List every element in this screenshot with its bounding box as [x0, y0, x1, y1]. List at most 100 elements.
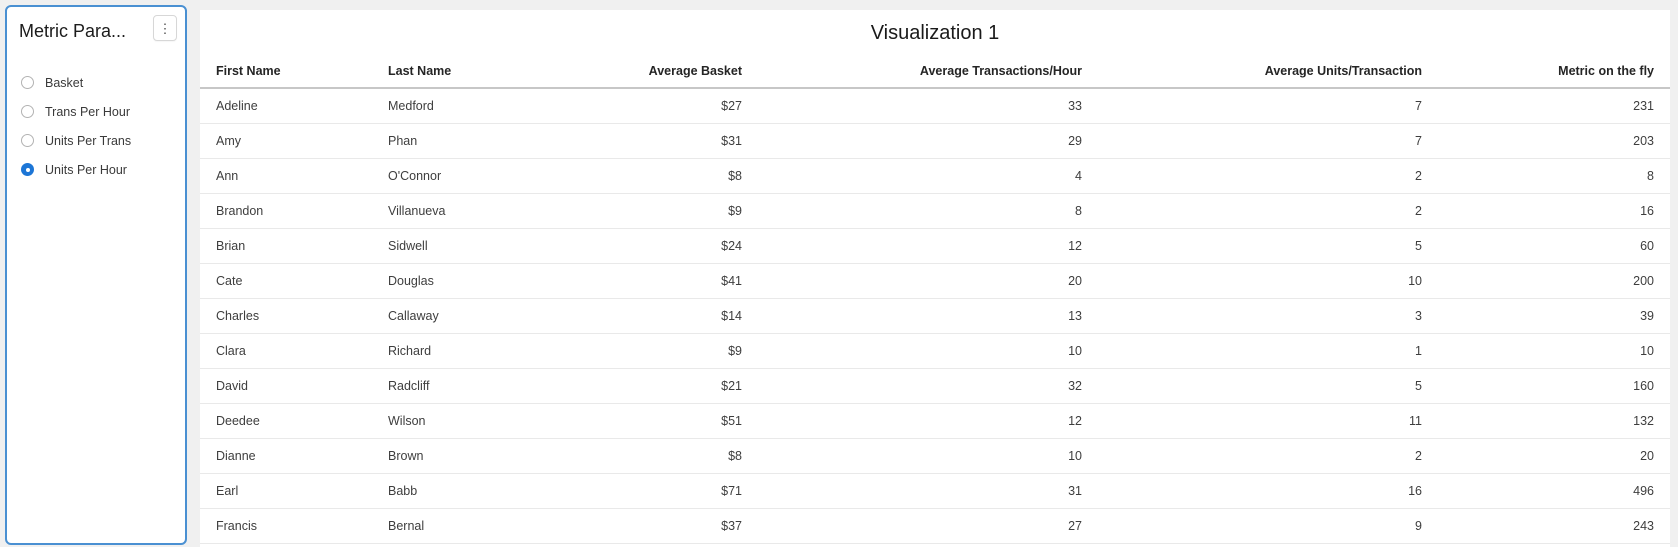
table-cell: 12 [758, 228, 1098, 264]
table-cell: 160 [1438, 368, 1670, 404]
column-header-last-name[interactable]: Last Name [372, 55, 558, 89]
table-cell: $8 [558, 438, 758, 474]
table-cell: Douglas [372, 263, 558, 299]
radio-option-units-per-hour[interactable]: Units Per Hour [21, 155, 185, 184]
table-cell: 4 [758, 158, 1098, 194]
table-cell: Brown [372, 438, 558, 474]
table-cell: Adeline [200, 88, 372, 124]
column-header-average-basket[interactable]: Average Basket [558, 55, 758, 89]
table-cell: 10 [1438, 333, 1670, 369]
table-cell: 29 [758, 123, 1098, 159]
table-row: Brandon Villanueva $9 8 2 16 [200, 193, 1670, 229]
radio-option-label: Units Per Hour [45, 162, 127, 177]
table-cell: $14 [558, 298, 758, 334]
table-cell: 3 [1098, 298, 1438, 334]
table-cell: 1 [1098, 333, 1438, 369]
table-row: Adeline Medford $27 33 7 231 [200, 88, 1670, 124]
table-cell: $51 [558, 403, 758, 439]
table-cell: 8 [758, 193, 1098, 229]
table-row: Ann O'Connor $8 4 2 8 [200, 158, 1670, 194]
table-row: Earl Babb $71 31 16 496 [200, 473, 1670, 509]
table-cell: Brandon [200, 193, 372, 229]
table-cell: 231 [1438, 88, 1670, 124]
table-cell: 496 [1438, 473, 1670, 509]
table-cell: $27 [558, 88, 758, 124]
table-cell: 2 [1098, 158, 1438, 194]
table-cell: Radcliff [372, 368, 558, 404]
table-cell: 5 [1098, 368, 1438, 404]
table-cell: Medford [372, 88, 558, 124]
table-cell: $24 [558, 228, 758, 264]
table-cell: Richard [372, 333, 558, 369]
radio-selected-icon[interactable] [21, 163, 34, 176]
table-cell: Bernal [372, 508, 558, 544]
column-header-metric-on-the-fly[interactable]: Metric on the fly [1438, 55, 1670, 89]
table-cell: Wilson [372, 403, 558, 439]
table-cell: 8 [1438, 158, 1670, 194]
radio-option-units-per-trans[interactable]: Units Per Trans [21, 126, 185, 155]
table-cell: Cate [200, 263, 372, 299]
table-cell: Villanueva [372, 193, 558, 229]
radio-unselected-icon[interactable] [21, 76, 34, 89]
table-row: Brian Sidwell $24 12 5 60 [200, 228, 1670, 264]
column-header-average-units-transaction[interactable]: Average Units/Transaction [1098, 55, 1438, 89]
table-row: Clara Richard $9 10 1 10 [200, 333, 1670, 369]
table-cell: 10 [1098, 263, 1438, 299]
metric-parameter-panel: Metric Para... ⋮ Basket Trans Per Hour Uni… [5, 5, 187, 545]
table-cell: Brian [200, 228, 372, 264]
table-cell: 5 [1098, 228, 1438, 264]
column-header-average-transactions-hour[interactable]: Average Transactions/Hour [758, 55, 1098, 89]
table-cell: Earl [200, 473, 372, 509]
table-cell: 20 [1438, 438, 1670, 474]
table-cell: $37 [558, 508, 758, 544]
table-cell: Francis [200, 508, 372, 544]
radio-unselected-icon[interactable] [21, 134, 34, 147]
radio-option-label: Basket [45, 75, 84, 90]
table-row: David Radcliff $21 32 5 160 [200, 368, 1670, 404]
table-cell: 2 [1098, 438, 1438, 474]
column-header-first-name[interactable]: First Name [200, 55, 372, 89]
table-cell: 10 [758, 438, 1098, 474]
panel-menu-button[interactable]: ⋮ [153, 15, 177, 41]
table-cell: Clara [200, 333, 372, 369]
table-cell: 12 [758, 403, 1098, 439]
table-cell: 9 [1098, 508, 1438, 544]
table-cell: 60 [1438, 228, 1670, 264]
parameter-radio-group: Basket Trans Per Hour Units Per Trans Units… [21, 68, 185, 184]
table-cell: 13 [758, 298, 1098, 334]
table-cell: $8 [558, 158, 758, 194]
table-cell: 7 [1098, 88, 1438, 124]
table-row: Charles Callaway $14 13 3 39 [200, 298, 1670, 334]
table-cell: 27 [758, 508, 1098, 544]
table-cell: Deedee [200, 403, 372, 439]
radio-option-label: Units Per Trans [45, 133, 132, 148]
table-cell: $21 [558, 368, 758, 404]
table-cell: 7 [1098, 123, 1438, 159]
visualization-card: Visualization 1 First Name Last Name Avera… [200, 10, 1670, 547]
table-cell: 16 [1438, 193, 1670, 229]
table-cell: $71 [558, 473, 758, 509]
table-cell: 11 [1098, 403, 1438, 439]
table-row: Dianne Brown $8 10 2 20 [200, 438, 1670, 474]
table-cell: 200 [1438, 263, 1670, 299]
kebab-vertical-icon: ⋮ [158, 20, 172, 36]
table-cell: 20 [758, 263, 1098, 299]
table-cell: $9 [558, 333, 758, 369]
radio-option-trans-per-hour[interactable]: Trans Per Hour [21, 97, 185, 126]
table-cell: 32 [758, 368, 1098, 404]
parameter-panel-title: Metric Para... [19, 21, 127, 41]
radio-option-basket[interactable]: Basket [21, 68, 185, 97]
radio-option-label: Trans Per Hour [45, 104, 130, 119]
table-cell: $9 [558, 193, 758, 229]
radio-unselected-icon[interactable] [21, 105, 34, 118]
table-cell: 31 [758, 473, 1098, 509]
table-cell: 203 [1438, 123, 1670, 159]
table-cell: Amy [200, 123, 372, 159]
table-cell: Sidwell [372, 228, 558, 264]
table-cell: O'Connor [372, 158, 558, 194]
table-cell: Phan [372, 123, 558, 159]
table-cell: 33 [758, 88, 1098, 124]
table-row: Deedee Wilson $51 12 11 132 [200, 403, 1670, 439]
table-cell: 39 [1438, 298, 1670, 334]
table-cell: David [200, 368, 372, 404]
